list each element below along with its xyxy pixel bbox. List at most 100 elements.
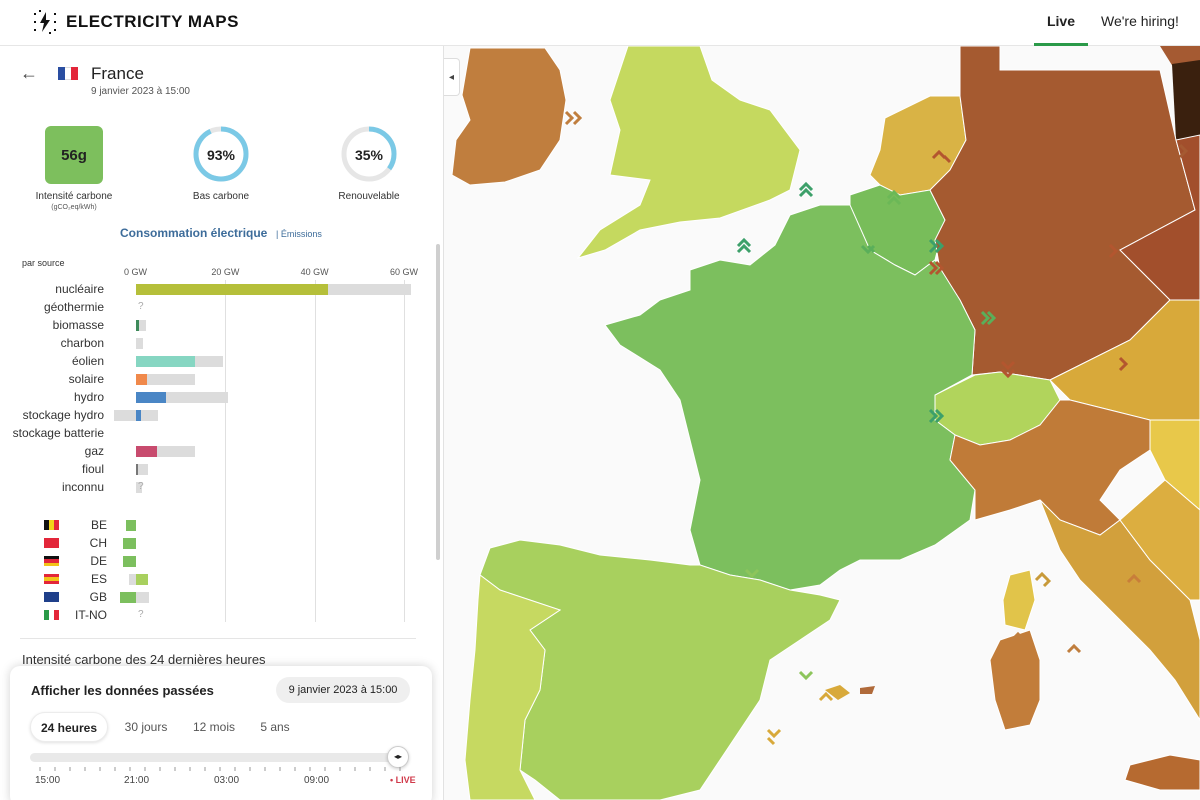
zone-name: France bbox=[91, 64, 144, 83]
axis-tick-label: 20 GW bbox=[211, 267, 240, 277]
exchange-zone-label: DE bbox=[90, 554, 107, 568]
source-row[interactable]: inconnu? bbox=[0, 478, 440, 496]
exchange-zone-label: IT-NO bbox=[75, 608, 107, 622]
map-zone-gb bbox=[576, 46, 801, 259]
source-label: hydro bbox=[73, 390, 104, 404]
emissions-map[interactable] bbox=[444, 46, 1200, 800]
source-capacity-bar bbox=[136, 482, 142, 493]
time-label-09: 09:00 bbox=[304, 775, 330, 786]
renewable-label: Renouvelable bbox=[338, 191, 400, 202]
consumption-title[interactable]: Consommation électrique bbox=[120, 226, 268, 240]
renewable-value: 35% bbox=[354, 147, 384, 163]
carbon-intensity-box[interactable]: 56g bbox=[45, 126, 103, 184]
low-carbon-ring[interactable] bbox=[192, 125, 250, 183]
carbon-intensity-label: Intensité carbone bbox=[35, 191, 113, 202]
brand-name: ELECTRICITY MAPS bbox=[66, 12, 239, 31]
exchange-zone-label: CH bbox=[89, 536, 107, 550]
source-row[interactable]: stockage batterie bbox=[0, 424, 440, 442]
source-label: éolien bbox=[71, 354, 104, 368]
missing-data-mark: ? bbox=[138, 301, 144, 312]
source-row[interactable]: stockage hydro bbox=[0, 406, 440, 424]
source-label: nucléaire bbox=[55, 282, 104, 296]
history-title: Intensité carbone des 24 dernières heure… bbox=[22, 652, 266, 667]
logo[interactable]: ELECTRICITY MAPS bbox=[32, 10, 239, 34]
source-label: fioul bbox=[81, 462, 104, 476]
history-card-title: Afficher les données passées bbox=[31, 683, 214, 698]
source-row[interactable]: fioul bbox=[0, 460, 440, 478]
source-production-bar[interactable] bbox=[136, 410, 142, 421]
source-row[interactable]: géothermie? bbox=[0, 298, 440, 316]
source-row[interactable]: nucléaire bbox=[0, 280, 440, 298]
axis-gridline bbox=[225, 280, 227, 622]
axis-tick-label: 0 GW bbox=[124, 267, 148, 277]
exchange-bar[interactable] bbox=[122, 556, 136, 567]
exchange-bar[interactable] bbox=[126, 520, 136, 531]
map-zone-it-no bbox=[949, 399, 1151, 536]
source-production-bar[interactable] bbox=[136, 392, 167, 403]
source-label: solaire bbox=[68, 372, 104, 386]
missing-data-mark: ? bbox=[138, 481, 144, 492]
axis-tick-label: 60 GW bbox=[390, 267, 419, 277]
low-carbon-value: 93% bbox=[206, 147, 236, 163]
exchange-bar[interactable] bbox=[120, 592, 136, 603]
emissions-link[interactable]: | Émissions bbox=[276, 229, 322, 239]
time-controller-card: Afficher les données passées 9 janvier 2… bbox=[10, 666, 432, 800]
emissions-link-label[interactable]: Émissions bbox=[280, 229, 322, 239]
nav-hiring[interactable]: We're hiring! bbox=[1101, 13, 1179, 29]
source-row[interactable]: gaz bbox=[0, 442, 440, 460]
flag-de-icon bbox=[44, 556, 59, 566]
tab-5-years[interactable]: 5 ans bbox=[260, 720, 290, 734]
app-header: ELECTRICITY MAPS Live We're hiring! bbox=[0, 0, 1200, 46]
map-zone-fr bbox=[604, 204, 976, 591]
source-row[interactable]: hydro bbox=[0, 388, 440, 406]
exchange-bar[interactable] bbox=[136, 574, 148, 585]
source-row[interactable]: biomasse bbox=[0, 316, 440, 334]
source-row[interactable]: éolien bbox=[0, 352, 440, 370]
tab-30-days[interactable]: 30 jours bbox=[124, 720, 168, 734]
source-capacity-bar bbox=[136, 464, 149, 475]
section-divider bbox=[20, 638, 416, 639]
source-production-bar[interactable] bbox=[136, 374, 148, 385]
source-production-bar[interactable] bbox=[136, 356, 196, 367]
live-indicator[interactable]: • LIVE bbox=[390, 775, 416, 785]
source-production-bar[interactable] bbox=[136, 446, 158, 457]
source-row[interactable]: charbon bbox=[0, 334, 440, 352]
exchange-bar[interactable] bbox=[122, 538, 136, 549]
source-capacity-bar bbox=[136, 374, 195, 385]
exchange-capacity-bar bbox=[136, 592, 149, 603]
collapse-panel-button[interactable]: ◂ bbox=[444, 58, 460, 96]
source-label: stockage batterie bbox=[12, 426, 104, 440]
source-label: gaz bbox=[84, 444, 104, 458]
tab-24-hours[interactable]: 24 heures bbox=[30, 712, 108, 742]
flag-it-no-icon bbox=[44, 610, 59, 620]
tab-12-months[interactable]: 12 mois bbox=[192, 720, 236, 734]
axis-tick-label: 40 GW bbox=[300, 267, 329, 277]
source-capacity-bar bbox=[113, 410, 159, 421]
time-slider-ticks bbox=[39, 767, 401, 771]
source-production-bar[interactable] bbox=[136, 284, 329, 295]
nav-live[interactable]: Live bbox=[1034, 0, 1088, 46]
history-date-pill[interactable]: 9 janvier 2023 à 15:00 bbox=[276, 677, 410, 703]
exchange-zone-label: GB bbox=[89, 590, 107, 604]
source-row[interactable]: solaire bbox=[0, 370, 440, 388]
by-source-label: par source bbox=[22, 258, 65, 268]
source-label: biomasse bbox=[52, 318, 104, 332]
axis-gridline bbox=[404, 280, 405, 622]
low-carbon-label: Bas carbone bbox=[192, 191, 250, 202]
renewable-ring[interactable] bbox=[340, 125, 398, 183]
zone-datetime: 9 janvier 2023 à 15:00 bbox=[91, 86, 190, 97]
time-slider-track[interactable] bbox=[30, 753, 400, 762]
source-capacity-bar bbox=[136, 338, 144, 349]
source-production-bar[interactable] bbox=[136, 464, 138, 475]
panel-scrollbar[interactable] bbox=[436, 244, 440, 560]
source-capacity-bar bbox=[136, 392, 228, 403]
france-flag-icon bbox=[58, 67, 79, 80]
source-production-bar[interactable] bbox=[136, 320, 140, 331]
back-arrow-icon[interactable]: ← bbox=[20, 63, 38, 83]
map-zone-pt bbox=[464, 574, 562, 800]
time-label-21: 21:00 bbox=[124, 775, 150, 786]
exchange-zone-label: BE bbox=[90, 518, 107, 532]
time-slider-handle[interactable]: ◂▸ bbox=[387, 746, 409, 768]
flag-es-icon bbox=[44, 574, 59, 584]
time-label-03: 03:00 bbox=[214, 775, 240, 786]
